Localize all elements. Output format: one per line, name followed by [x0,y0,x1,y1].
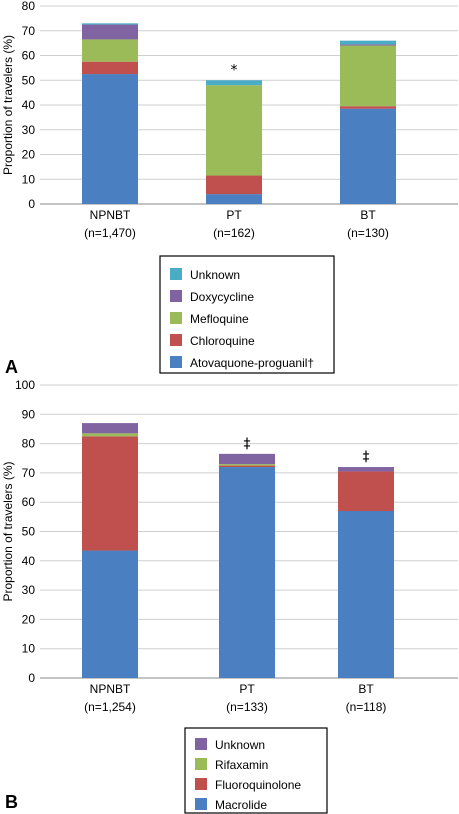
charta-legend-label: Mefloquine [190,312,249,326]
charta-bar-atovaquone-proguanil [82,74,138,204]
chartb-significance-mark: ‡ [363,449,370,465]
charta-panel-label: A [5,357,18,377]
charta-ytick-label: 60 [22,49,36,63]
chartb-category-n-label: (n=118) [346,700,387,714]
chartb-category-n-label: (n=1,254) [84,700,136,714]
chartb-category-n-label: (n=133) [226,700,268,714]
charta-ytick-label: 70 [22,24,36,38]
chartb-legend-swatch [195,738,207,750]
chartb-ytick-label: 20 [22,612,36,626]
charta-legend-label: Atovaquone-proguanil† [190,356,314,370]
chartb-panel-label: B [5,792,18,812]
charta-bar-unknown [82,23,138,25]
charta-category-label: BT [360,208,376,222]
chartb-bar-fluoroquinolone [338,471,394,511]
charta-significance-mark: * [231,62,238,78]
chartb-bar-rifaxamin [82,433,138,437]
charta-category-n-label: (n=162) [213,226,255,240]
chartb-legend-label: Fluoroquinolone [215,778,301,792]
charta-legend-label: Unknown [190,268,240,282]
charta-bar-mefloquine [82,39,138,62]
chartb-ytick-label: 80 [22,437,36,451]
charta-legend-label: Doxycycline [190,290,254,304]
chartb-ytick-label: 90 [22,407,36,421]
charta-legend-swatch [170,356,182,368]
chartb-category-label: BT [358,682,374,696]
chartb-legend-swatch [195,798,207,810]
charta-category-n-label: (n=130) [347,226,389,240]
charta-bar-mefloquine [340,45,396,107]
charta-ytick-label: 40 [22,98,36,112]
charta-bar-doxycycline [82,24,138,40]
chartb-bar-unknown [219,453,275,465]
chartb-bar-unknown [338,467,394,472]
charta-ytick-label: 80 [22,0,36,13]
charta-legend-box [159,255,335,374]
chartb-y-axis-label: Proportion of travelers (%) [1,461,15,601]
chartb-ytick-label: 10 [22,642,36,656]
charta-y-axis-label: Proportion of travelers (%) [1,35,15,175]
charta-ytick-label: 0 [28,197,35,211]
chartb-ytick-label: 70 [22,466,36,480]
charta-bar-doxycycline [340,44,396,46]
charta-legend-swatch [170,334,182,346]
charta-category-n-label: (n=1,470) [84,226,136,240]
charta-ytick-label: 50 [22,73,36,87]
charta-bar-atovaquone-proguanil [206,194,262,204]
chartb-bar-unknown [82,423,138,434]
chartb-legend-label: Rifaxamin [215,758,268,772]
charta-bar-chloroquine [206,175,262,195]
chartb-significance-mark: ‡ [244,436,251,452]
chartb-ytick-label: 40 [22,554,36,568]
chartb-bar-rifaxamin [219,464,275,466]
chartb-legend-swatch [195,758,207,770]
chartb-legend-swatch [195,778,207,790]
charta-bar-atovaquone-proguanil [340,108,396,204]
charta-category-label: NPNBT [90,208,131,222]
charta-bar-mefloquine [206,85,262,176]
charta-bar-chloroquine [340,106,396,109]
charta-ytick-label: 30 [22,123,36,137]
chartb-bar-macrolide [219,467,275,678]
charta-legend-swatch [170,312,182,324]
chartb-legend-label: Macrolide [215,798,267,812]
chartb-bar-macrolide [82,550,138,678]
charta-bar-unknown [206,80,262,86]
charta-bar-unknown [340,40,396,45]
chartb-category-label: PT [239,682,255,696]
chartb-bar-macrolide [338,510,394,678]
chartb-bar-fluoroquinolone [219,465,275,468]
chartb-ytick-label: 0 [28,671,35,685]
charta-ytick-label: 20 [22,148,36,162]
chartb-ytick-label: 100 [15,378,35,392]
charta-ytick-label: 10 [22,172,36,186]
charta-legend-swatch [170,290,182,302]
chartb-ytick-label: 30 [22,583,36,597]
chartb-ytick-label: 50 [22,525,36,539]
charta-legend-swatch [170,268,182,280]
chartb-legend-label: Unknown [215,738,265,752]
chartb-ytick-label: 60 [22,495,36,509]
charta-bar-chloroquine [82,61,138,75]
charta-legend-label: Chloroquine [190,334,255,348]
charta-category-label: PT [226,208,242,222]
chartb-category-label: NPNBT [90,682,131,696]
chartb-bar-fluoroquinolone [82,436,138,551]
chartb-legend-box [184,727,328,814]
